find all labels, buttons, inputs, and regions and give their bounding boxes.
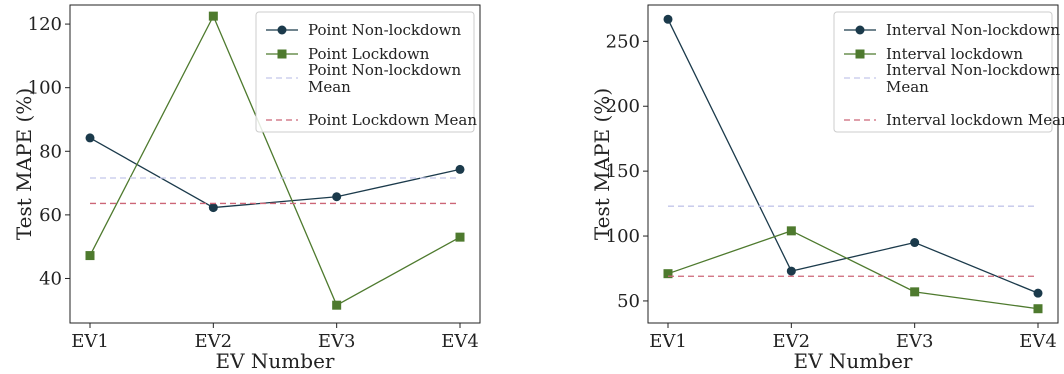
data-point [663, 14, 673, 24]
data-point [786, 266, 796, 276]
plot-frame [69, 4, 481, 324]
x-tick-label: EV2 [195, 331, 233, 352]
legend-label: Point Lockdown [308, 45, 430, 63]
data-point [1033, 304, 1043, 314]
series-1 [663, 14, 1043, 298]
data-point [208, 203, 218, 213]
y-tick-label: 100 [606, 226, 640, 247]
y-tick-label: 50 [617, 291, 640, 312]
x-tick-label: EV4 [441, 331, 479, 352]
series-line [667, 230, 1039, 310]
y-tick-label: 150 [606, 161, 640, 182]
x-tick-label: EV3 [318, 331, 356, 352]
x-tick-label: EV4 [1019, 331, 1057, 352]
legend-marker [277, 49, 287, 59]
legend-label: Point Non-lockdown [308, 61, 461, 79]
series-1 [85, 133, 465, 213]
legend-marker [855, 25, 865, 35]
data-point [455, 232, 465, 242]
legend-label: Mean [886, 78, 929, 96]
x-tick-label: EV2 [773, 331, 811, 352]
interval-mape-chart: 50 100 150 200 250 EV1 EV2 EV3 EV4 EV Number Test … [590, 4, 1064, 373]
series-2 [85, 11, 465, 310]
series-line [89, 137, 461, 209]
legend-label: Point Non-lockdown [308, 21, 461, 39]
x-axis-label: EV Number [794, 349, 913, 373]
data-point [208, 11, 218, 21]
data-point [910, 287, 920, 297]
data-point [455, 164, 465, 174]
x-axis-label: EV Number [216, 349, 335, 373]
y-tick-label: 200 [606, 96, 640, 117]
legend-label: Interval lockdown [886, 45, 1023, 63]
legend-box [833, 11, 1053, 133]
y-tick-label: 250 [606, 31, 640, 52]
y-tick-label: 80 [39, 141, 62, 162]
series-2 [663, 226, 1043, 314]
y-tick-label: 40 [39, 268, 62, 289]
legend-box [255, 11, 475, 133]
series-line [667, 18, 1039, 294]
legend-item: Interval lockdown [844, 45, 1023, 63]
y-tick-label: 100 [28, 78, 62, 99]
point-mape-chart: 40 60 80 100 120 EV1 EV2 EV3 EV4 EV Number Test MA… [12, 4, 481, 373]
y-tick-label: 60 [39, 205, 62, 226]
data-point [910, 238, 920, 248]
data-point [1033, 288, 1043, 298]
data-point [85, 133, 95, 143]
x-tick-label: EV3 [896, 331, 934, 352]
y-axis-label: Test MAPE (%) [590, 88, 614, 240]
legend-marker [855, 49, 865, 59]
x-tick-label: EV1 [649, 331, 687, 352]
y-tick-label: 120 [28, 14, 62, 35]
legend-item: Point Non-lockdown [266, 21, 461, 39]
data-point [332, 192, 342, 202]
x-tick-label: EV1 [71, 331, 109, 352]
legend-marker [277, 25, 287, 35]
legend-item: Point Lockdown Mean [266, 111, 477, 129]
legend-item: Point Lockdown [266, 45, 430, 63]
legend-label: Interval Non-lockdown [886, 21, 1060, 39]
data-point [85, 251, 95, 261]
legend-label: Mean [308, 78, 351, 96]
legend-label: Interval lockdown Mean [886, 111, 1064, 129]
series-line [89, 14, 461, 307]
legend-label: Point Lockdown Mean [308, 111, 477, 129]
data-point [786, 226, 796, 236]
plot-frame [647, 4, 1059, 324]
data-point [332, 300, 342, 310]
y-axis-label: Test MAPE (%) [12, 88, 36, 240]
data-point [663, 269, 673, 279]
legend-item: Interval Non-lockdown [844, 21, 1060, 39]
legend-item: Interval lockdown Mean [844, 111, 1064, 129]
legend-label: Interval Non-lockdown [886, 61, 1060, 79]
